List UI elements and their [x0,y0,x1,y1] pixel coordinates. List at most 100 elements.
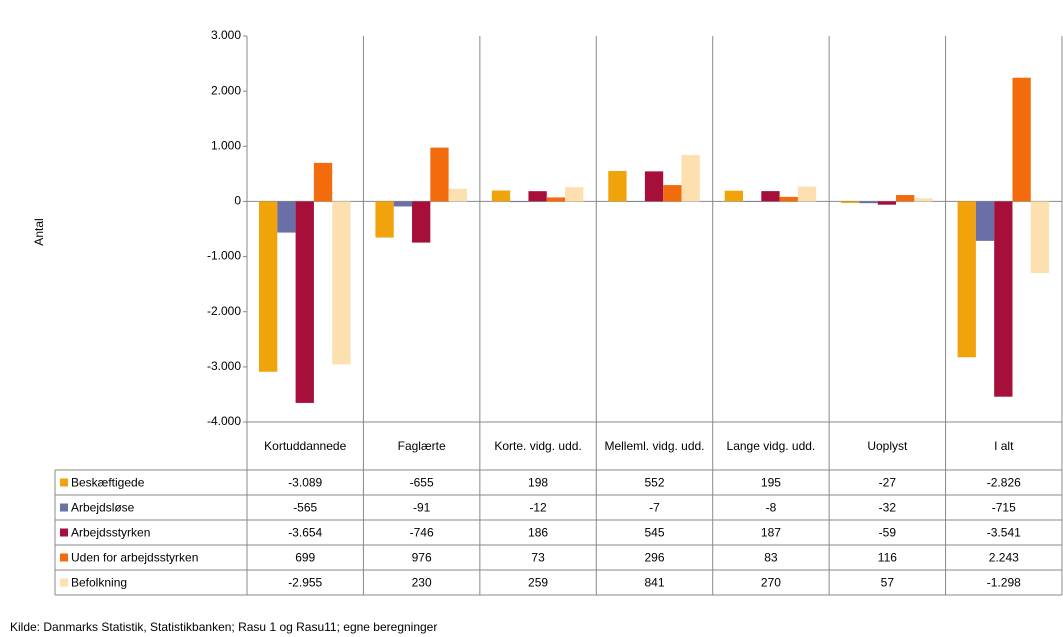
table-value: -565 [293,501,317,515]
bar [277,201,296,233]
bar [313,162,333,202]
bar [608,170,627,202]
table-value: 545 [644,526,664,540]
bar [841,201,860,203]
table-value: -91 [413,501,431,515]
legend-label: Arbejdsløse [71,501,135,515]
x-tick-label: Lange vidg. udd. [726,438,816,453]
table-value: 195 [761,476,781,490]
table-value: 230 [412,576,432,590]
table-value: -12 [529,501,547,515]
category-cell: I alt [994,438,1014,453]
bar [546,197,566,202]
category-cell: Faglærte [397,438,446,453]
x-tick-label: Melleml. vidg. udd. [604,438,705,453]
bar [295,201,314,403]
table-value: 83 [764,551,778,565]
table-value: -59 [879,526,897,540]
source-note: Kilde: Danmarks Statistik, Statistikbank… [10,620,437,634]
table-value: -715 [992,501,1016,515]
bar [859,201,878,204]
bar [797,186,817,202]
y-tick-label: -2.000 [207,304,241,318]
table-value: 841 [644,576,664,590]
table-value: 552 [644,476,664,490]
bar [914,198,933,202]
legend-swatch [60,553,68,562]
category-cell: Kortuddannede [264,438,347,453]
legend-label: Arbejdsstyrken [71,526,150,540]
x-tick-label: Uoplyst [867,438,908,453]
category-cell: Uoplyst [867,438,908,453]
y-tick-label: 2.000 [211,83,241,97]
bar [528,191,547,202]
bar [491,190,511,202]
bar [430,147,449,202]
table-value: 198 [528,476,548,490]
x-tick-label: Kortuddannede [264,438,347,453]
table-value: 116 [878,551,897,565]
legend-label: Beskæftigede [71,476,145,490]
bar [393,201,413,207]
table-value: 270 [761,576,781,590]
bar [761,191,780,202]
bar [779,196,798,202]
table-value: 2.243 [989,551,1019,565]
bar [724,190,744,202]
legend-swatch [60,528,68,537]
y-tick-label: -3.000 [207,359,241,373]
bar [1012,77,1031,202]
bar [957,201,976,358]
table-value: 186 [528,526,548,540]
x-tick-label: I alt [994,438,1014,453]
table-value: -2.955 [288,576,322,590]
y-tick-label: 1.000 [211,138,241,152]
y-tick-label: 3.000 [211,28,241,42]
table-value: -2.826 [987,476,1021,490]
table-value: -1.298 [987,576,1021,590]
table-value: -3.089 [288,476,322,490]
bar [896,195,915,202]
table-value: 57 [881,576,895,590]
table-value: -746 [410,526,434,540]
legend-swatch [60,478,68,487]
table-value: 73 [531,551,545,565]
category-cell: Melleml. vidg. udd. [604,438,705,453]
y-tick-label: -4.000 [207,414,241,428]
bar [975,201,995,241]
bar [663,185,682,202]
bar [259,201,278,372]
bar [1030,201,1050,274]
legend-swatch [60,503,68,512]
x-tick-label: Faglærte [397,438,446,453]
legend-swatch [60,578,68,587]
table-value: 699 [295,551,315,565]
bar [681,155,700,202]
bar [332,201,351,365]
table-value: -3.654 [288,526,322,540]
bar [412,201,431,243]
table-value: 187 [761,526,781,540]
table-value: -655 [410,476,434,490]
table-value: -32 [879,501,897,515]
category-cell: Korte. vidg. udd. [494,439,581,453]
bar [448,188,467,202]
y-tick-label: 0 [234,194,241,208]
legend-label: Befolkning [71,576,127,590]
legend-label: Uden for arbejdsstyrken [71,551,198,565]
bar [510,201,529,203]
category-cell: Lange vidg. udd. [726,438,816,453]
bar [994,201,1013,397]
table-value: -8 [766,501,777,515]
table-value: 976 [412,551,432,565]
table-value: -7 [649,501,660,515]
table-value: -3.541 [987,526,1021,540]
table-value: 296 [644,551,664,565]
bar [565,187,584,202]
bar [375,201,394,238]
y-tick-label: -1.000 [207,249,241,263]
bar [877,201,897,205]
table-value: 259 [528,576,548,590]
bar [644,171,664,202]
